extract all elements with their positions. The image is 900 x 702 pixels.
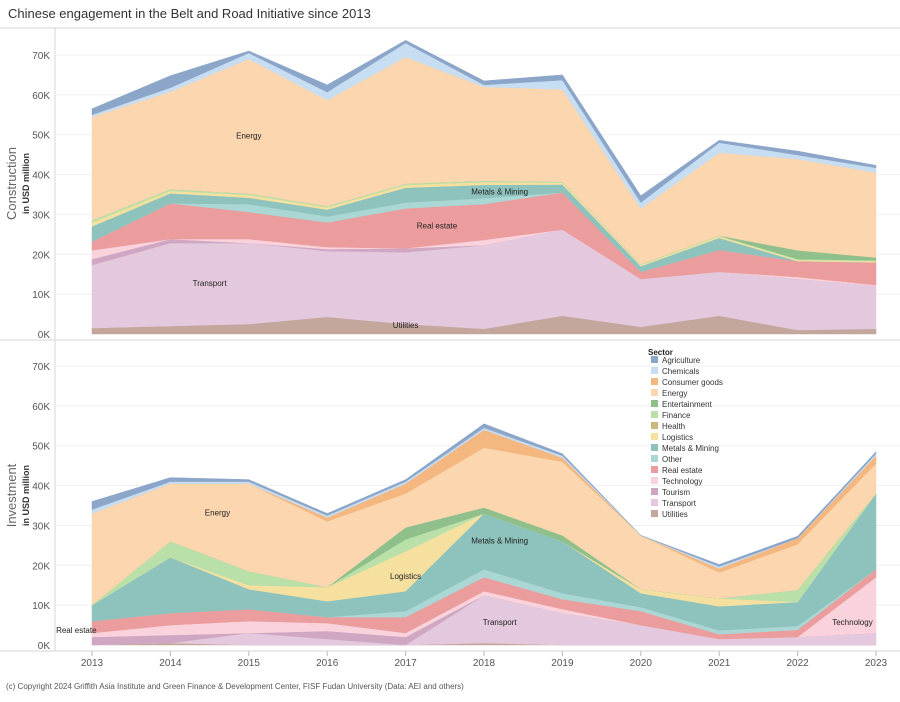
y-tick-label: 0K [38,641,51,652]
y-tick-label: 30K [32,521,50,532]
y-tick-label: 50K [32,131,50,142]
legend-swatch-health [651,422,658,429]
legend-title: Sector [648,348,673,357]
y-tick-label: 30K [32,210,50,221]
legend-item-other: Other [662,455,682,464]
annotation-energy: Energy [205,508,230,517]
y-axis-subtitle: in USD million [21,153,31,214]
legend-item-chemicals: Chemicals [662,367,699,376]
y-tick-label: 20K [32,250,50,261]
y-tick-label: 40K [32,482,50,493]
copyright-footer: (c) Copyright 2024 Griffith Asia Institu… [6,682,464,691]
legend-item-health: Health [662,422,685,431]
y-axis-title: Construction [4,147,19,220]
area-agriculture [91,423,877,567]
x-tick-label: 2013 [81,658,104,669]
x-tick-label: 2020 [630,658,653,669]
legend-swatch-entertainment [651,400,658,407]
x-tick-label: 2016 [316,658,339,669]
y-tick-label: 70K [32,362,50,373]
legend-item-real-estate: Real estate [662,466,703,475]
y-axis-subtitle: in USD million [21,465,31,526]
annotation-metals-mining: Metals & Mining [471,536,528,545]
legend-item-energy: Energy [662,389,687,398]
y-tick-label: 60K [32,91,50,102]
annotation-real-estate: Real estate [56,626,97,635]
y-tick-label: 20K [32,561,50,572]
legend-item-metals-mining: Metals & Mining [662,444,719,453]
legend-swatch-energy [651,389,658,396]
chart-title: Chinese engagement in the Belt and Road … [8,6,371,21]
annotation-real-estate: Real estate [417,221,458,230]
legend-swatch-utilities [651,510,658,517]
legend-swatch-transport [651,499,658,506]
legend-swatch-other [651,455,658,462]
x-tick-label: 2019 [551,658,574,669]
x-tick-label: 2014 [159,658,182,669]
x-tick-label: 2017 [394,658,417,669]
legend-item-logistics: Logistics [662,433,693,442]
annotation-utilities: Utilities [393,321,419,330]
legend-swatch-real-estate [651,466,658,473]
legend-item-entertainment: Entertainment [662,400,713,409]
legend-item-utilities: Utilities [662,510,688,519]
y-axis-title: Investment [4,463,19,527]
annotation-energy: Energy [236,132,261,141]
legend-item-tourism: Tourism [662,488,690,497]
legend-item-transport: Transport [662,499,697,508]
annotation-logistics: Logistics [390,572,421,581]
x-tick-label: 2015 [238,658,261,669]
x-tick-label: 2023 [865,658,888,669]
x-tick-label: 2021 [708,658,731,669]
y-tick-label: 40K [32,171,50,182]
legend-item-finance: Finance [662,411,691,420]
y-tick-label: 10K [32,290,50,301]
legend-swatch-technology [651,477,658,484]
x-tick-label: 2018 [473,658,496,669]
y-tick-label: 60K [32,402,50,413]
legend-item-agriculture: Agriculture [662,356,701,365]
area-agriculture [91,40,877,203]
y-tick-label: 70K [32,51,50,62]
legend-swatch-finance [651,411,658,418]
y-tick-label: 50K [32,442,50,453]
legend-item-technology: Technology [662,477,702,486]
annotation-metals-mining: Metals & Mining [471,188,528,197]
y-tick-label: 10K [32,601,50,612]
panel-investment: 0K 10K 20K 30K 40K 50K 60K 70K Energy Metals & Mi… [0,339,900,652]
legend-swatch-tourism [651,488,658,495]
panel-construction: 0K 10K 20K 30K 40K 50K 60K 70K Energy Metals & Mi… [0,27,900,341]
x-tick-label: 2022 [786,658,809,669]
legend-item-consumer-goods: Consumer goods [662,378,723,387]
legend-swatch-consumer-goods [651,378,658,385]
legend-swatch-metals-mining [651,444,658,451]
legend-swatch-agriculture [651,356,658,363]
legend-swatch-logistics [651,433,658,440]
legend-swatch-chemicals [651,367,658,374]
y-tick-label: 0K [38,330,51,341]
annotation-transport: Transport [193,279,228,288]
annotation-technology: Technology [832,618,872,627]
annotation-transport: Transport [483,618,518,627]
